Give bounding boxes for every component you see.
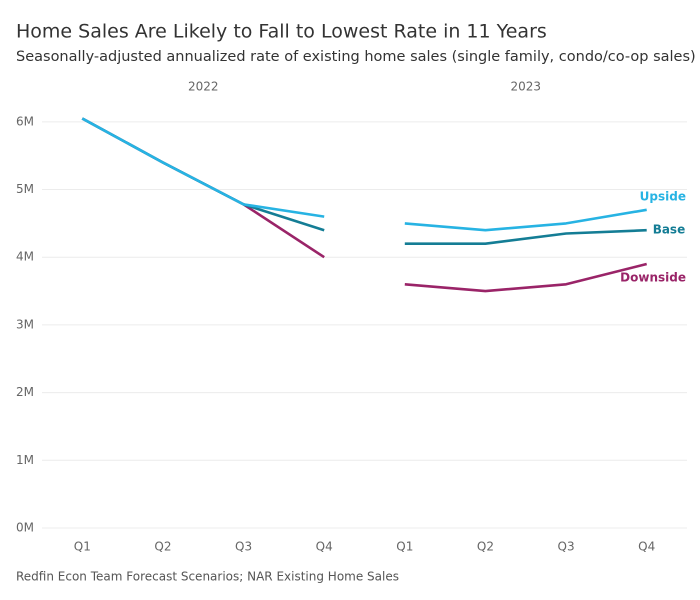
series-line: [81, 117, 325, 232]
series-label: Upside: [640, 189, 686, 203]
chart-title: Home Sales Are Likely to Fall to Lowest …: [16, 21, 547, 43]
y-tick-label: 0M: [16, 521, 34, 535]
x-tick-label: Q3: [558, 540, 575, 554]
x-tick-label: Q4: [638, 540, 655, 554]
facet-label: 2022: [188, 80, 219, 94]
y-tick-label: 3M: [16, 317, 34, 331]
x-tick-label: Q2: [154, 540, 171, 554]
source: Redfin Econ Team Forecast Scenarios; NAR…: [16, 570, 399, 584]
y-tick-label: 4M: [16, 250, 34, 264]
x-tick-label: Q1: [396, 540, 413, 554]
series-label: Downside: [620, 271, 686, 285]
chart-subtitle: Seasonally-adjusted annualized rate of e…: [16, 49, 696, 65]
y-tick-label: 2M: [16, 385, 34, 399]
y-tick-label: 5M: [16, 182, 34, 196]
series-line: [404, 262, 648, 293]
x-tick-label: Q2: [477, 540, 494, 554]
series-line: [81, 117, 325, 218]
x-tick-label: Q4: [316, 540, 333, 554]
facet-label: 2023: [510, 80, 541, 94]
x-tick-label: Q1: [74, 540, 91, 554]
series-line: [404, 208, 647, 232]
series-label: Base: [653, 223, 686, 237]
x-tick-label: Q3: [235, 540, 252, 554]
y-tick-label: 1M: [16, 453, 34, 467]
series-line: [404, 228, 647, 245]
y-tick-label: 6M: [16, 114, 34, 128]
